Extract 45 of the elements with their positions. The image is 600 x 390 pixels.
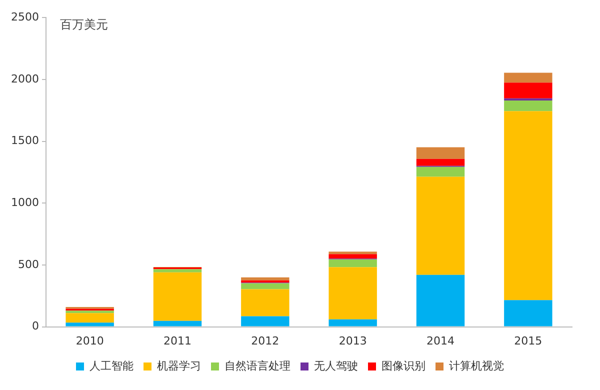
- x-tick-label: 2013: [338, 334, 367, 348]
- y-tick-label: 2000: [10, 72, 39, 86]
- bar: [241, 316, 290, 326]
- x-tick-label: 2011: [163, 334, 192, 348]
- bar: [153, 272, 202, 321]
- legend-label: 无人驾驶: [314, 359, 358, 372]
- legend-label: 计算机视觉: [449, 359, 504, 372]
- bar: [416, 158, 465, 166]
- bar: [504, 72, 552, 83]
- bar: [416, 176, 465, 275]
- x-tick-label: 2012: [251, 334, 280, 348]
- bar: [416, 166, 465, 177]
- bar: [66, 310, 114, 314]
- x-tick-label: 2014: [426, 334, 454, 348]
- bar: [241, 277, 290, 280]
- bar: [328, 252, 377, 254]
- bar: [153, 269, 202, 272]
- bar: [416, 274, 465, 326]
- legend-label: 图像识别: [382, 359, 426, 372]
- bar: [241, 289, 290, 316]
- bar: [328, 319, 377, 326]
- bar: [328, 267, 377, 320]
- legend-label: 自然语言处理: [224, 359, 290, 372]
- bar: [416, 147, 465, 159]
- y-tick-label: 0: [32, 320, 39, 333]
- bar: [153, 320, 202, 326]
- bar: [504, 100, 552, 112]
- bar: [66, 322, 114, 326]
- y-tick-label: 1000: [10, 196, 39, 209]
- bar: [504, 111, 552, 300]
- y-tick-label: 500: [18, 258, 39, 271]
- legend-label: 人工智能: [90, 359, 134, 372]
- bar: [504, 300, 552, 326]
- bar: [504, 82, 552, 98]
- bar: [328, 254, 377, 259]
- bar: [241, 283, 290, 290]
- bar: [328, 259, 377, 268]
- y-axis-title: 百万美元: [60, 18, 108, 32]
- x-tick-label: 2010: [76, 334, 104, 348]
- bar: [241, 280, 290, 283]
- bar: [66, 313, 114, 323]
- y-tick-label: 2500: [10, 10, 39, 24]
- y-tick-label: 1500: [10, 134, 39, 148]
- x-tick-label: 2015: [514, 334, 542, 348]
- legend-label: 机器学习: [157, 359, 201, 372]
